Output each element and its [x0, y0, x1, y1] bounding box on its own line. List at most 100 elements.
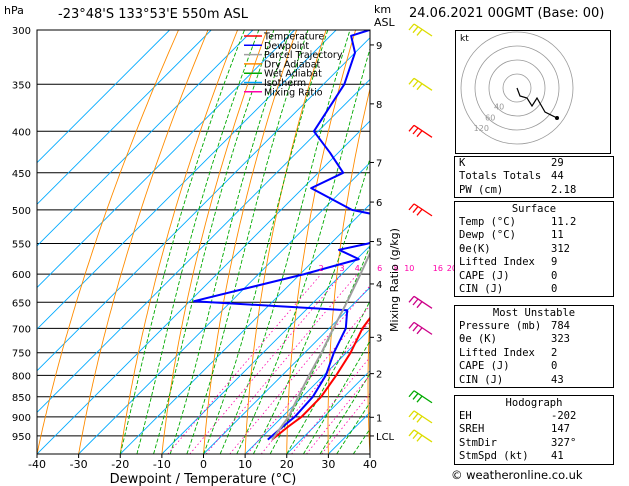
dry-adiabat-line [367, 307, 370, 454]
pressure-tick-label: 400 [12, 127, 31, 138]
altitude-label: 6 [376, 198, 382, 209]
altitude-label: 5 [376, 238, 382, 249]
legend-label: Mixing Ratio [264, 87, 323, 98]
x-tick-label: -10 [153, 458, 171, 471]
datetime-label: 24.06.2021 00GMT (Base: 00) [409, 6, 605, 21]
most-unstable-title: Most Unstable [492, 307, 576, 319]
tt-value: 44 [551, 170, 564, 183]
stat-value: 9 [551, 256, 558, 269]
stat-label: CIN (J) [459, 282, 504, 295]
stat-value: 41 [551, 450, 564, 463]
pressure-tick-label: 600 [12, 270, 31, 281]
mixing-ratio-line [246, 304, 370, 454]
mixing-ratio-label: 2 [319, 264, 324, 273]
stat-row: CIN (J) 0 [455, 283, 613, 296]
legend-label: Parcel Trajectory [264, 50, 343, 61]
x-tick-label: 40 [363, 458, 377, 471]
stat-label: CAPE (J) [459, 360, 510, 373]
isotherm-line [37, 30, 295, 289]
mixing-ratio-axis-label: Mixing Ratio (g/kg) [388, 228, 401, 332]
stat-row: Lifted Index 2 [455, 347, 613, 360]
stat-row: Lifted Index 9 [455, 256, 613, 269]
hodograph-trace [516, 87, 558, 119]
mixing-ratio-label: 20 [447, 264, 457, 273]
hodograph-ring-label: 40 [494, 103, 504, 112]
altitude-label: 4 [376, 280, 382, 291]
altitude-label: 8 [376, 100, 382, 111]
hodograph-ring-label: 60 [485, 113, 495, 122]
hodograph-frame [455, 30, 611, 154]
stat-row: EH -202 [455, 410, 613, 423]
stat-label: Pressure (mb) [459, 320, 542, 332]
stat-value: -202 [551, 410, 577, 422]
stat-value: 2 [551, 346, 558, 359]
hodograph-ring [460, 31, 574, 145]
stat-value: 312 [551, 242, 570, 255]
stat-value: 784 [551, 320, 570, 332]
stat-label: Lifted Index [459, 346, 535, 359]
pressure-tick-label: 850 [12, 393, 31, 404]
isotherm-line [37, 30, 337, 330]
wind-barb [408, 124, 433, 138]
legend-label: Dry Adiabat [264, 59, 321, 70]
dry-adiabat-line [37, 30, 179, 454]
tt-label: Totals Totals [459, 170, 542, 183]
x-tick-label: 0 [200, 458, 207, 471]
k-label: K [459, 157, 466, 169]
x-tick-label: 10 [238, 458, 252, 471]
hodograph-stats-title: Hodograph [505, 397, 563, 409]
stat-row: Pressure (mb) 784 [455, 320, 613, 333]
credit: © weatheronline.co.uk [451, 468, 583, 482]
wind-barb [408, 295, 433, 309]
wet-adiabat-line [319, 372, 370, 454]
k-value: 29 [551, 157, 564, 169]
stat-value: 0 [551, 269, 558, 282]
stat-row: Temp (°C) 11.2 [455, 216, 613, 229]
stat-label: StmSpd (kt) [459, 450, 529, 463]
stat-label: Temp (°C) [459, 216, 516, 228]
mixing-ratio-line [291, 356, 370, 454]
dry-adiabat-line [617, 30, 629, 454]
wind-barb [408, 77, 433, 91]
stat-value: 147 [551, 423, 570, 436]
hodograph-ring [488, 59, 546, 117]
wind-barb [408, 390, 433, 404]
series-line-dewpoint [193, 30, 370, 441]
location-title: -23°48'S 133°53'E 550m ASL [58, 7, 249, 22]
asl-unit: ASL [374, 16, 396, 29]
dry-adiabat-line [119, 30, 239, 454]
stat-row: θe (K) 323 [455, 333, 613, 346]
isotherm-line [37, 120, 370, 454]
stat-row: θe(K) 312 [455, 243, 613, 256]
hodograph-unit: kt [460, 34, 469, 44]
stat-row: CAPE (J) 0 [455, 360, 613, 373]
pressure-tick-label: 950 [12, 432, 31, 443]
wet-adiabat-line [153, 30, 275, 454]
stat-row: CIN (J) 43 [455, 374, 613, 387]
stat-row: StmSpd (kt) 41 [455, 450, 613, 463]
legend-label: Isotherm [264, 78, 306, 89]
pressure-unit: hPa [4, 4, 24, 17]
altitude-label: 9 [376, 41, 382, 52]
wet-adiabat-line [119, 30, 245, 454]
legend-label: Temperature [263, 32, 324, 43]
altitude-label: 3 [376, 333, 382, 344]
hodograph-ring [502, 73, 532, 103]
x-tick-label: -20 [111, 458, 129, 471]
pressure-tick-label: 450 [12, 169, 31, 180]
surface-title: Surface [511, 203, 557, 215]
stat-value: 43 [551, 373, 564, 386]
wet-adiabat-line [136, 30, 260, 454]
stat-value: 11 [551, 229, 564, 242]
isotherm-line [203, 286, 370, 454]
stat-label: EH [459, 410, 472, 422]
stat-label: SREH [459, 423, 485, 436]
isotherm-line [244, 328, 370, 454]
isotherm-line [37, 30, 212, 205]
pw-label: PW (cm) [459, 183, 504, 196]
isotherm-line [286, 370, 370, 454]
hodograph-end-point [555, 116, 559, 120]
altitude-label: LCL [376, 432, 395, 443]
stat-value: 11.2 [551, 216, 577, 228]
